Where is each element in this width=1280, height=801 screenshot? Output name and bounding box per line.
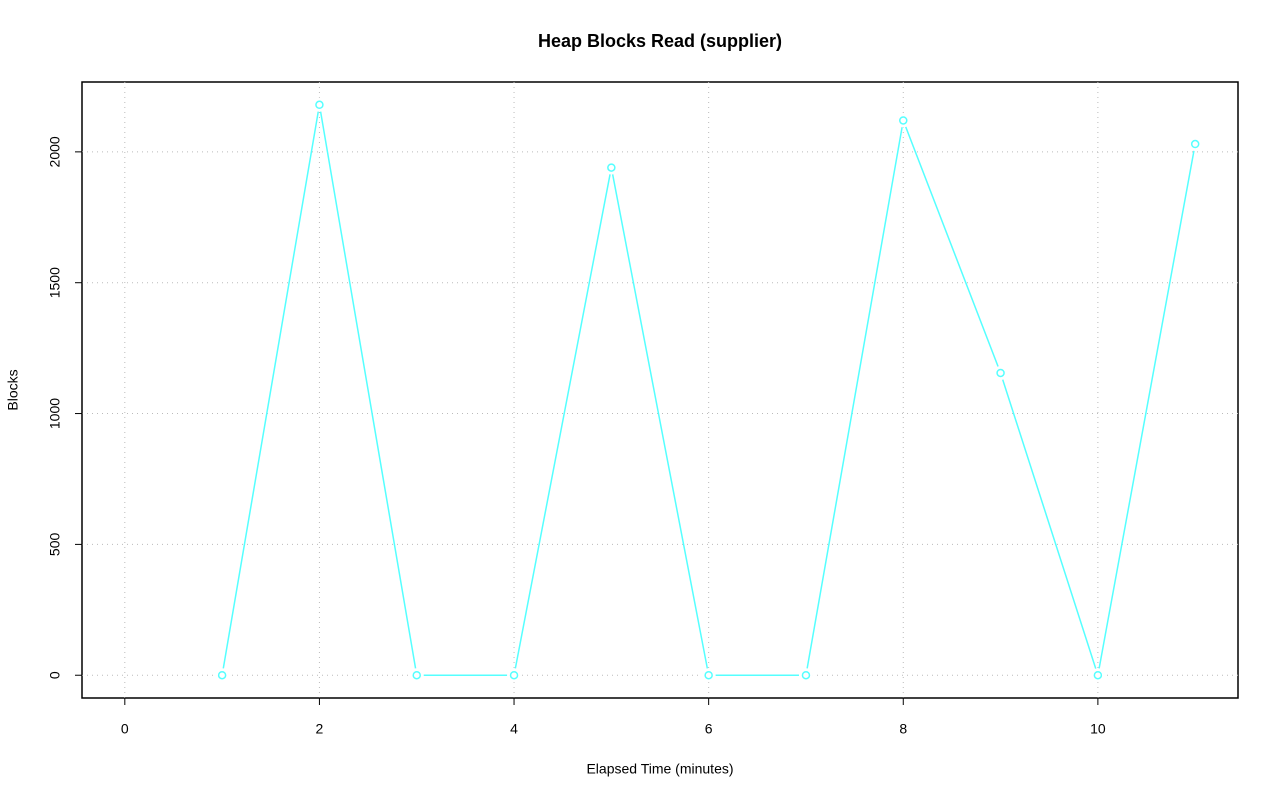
y-tick-label: 2000 — [47, 136, 63, 167]
data-point — [217, 670, 227, 680]
point-gap — [312, 97, 327, 112]
point-gap — [1188, 137, 1203, 152]
y-tick-label: 500 — [47, 532, 63, 556]
plot-frame — [81, 81, 1239, 699]
point-gap — [507, 668, 522, 683]
data-point — [607, 163, 616, 172]
x-tick-label: 4 — [510, 721, 518, 737]
x-tick-label: 6 — [705, 721, 713, 737]
data-point — [1190, 139, 1200, 149]
point-gap — [993, 365, 1008, 380]
data-point — [509, 670, 519, 680]
point-gap — [215, 668, 230, 683]
x-tick-label: 0 — [121, 721, 129, 737]
data-point — [1093, 670, 1103, 680]
y-axis-label: Blocks — [5, 369, 21, 410]
data-point — [801, 670, 811, 680]
point-gap — [798, 668, 813, 683]
x-tick-label: 2 — [316, 721, 324, 737]
data-point — [899, 116, 908, 125]
x-axis-label: Elapsed Time (minutes) — [586, 761, 733, 777]
point-gap — [1090, 668, 1105, 683]
data-point — [315, 100, 324, 110]
data-point — [996, 368, 1005, 378]
y-tick-label: 1000 — [47, 398, 63, 429]
point-gap — [604, 160, 619, 175]
y-tick-label: 0 — [47, 671, 63, 679]
data-point — [412, 670, 421, 680]
x-tick-label: 10 — [1090, 721, 1106, 737]
data-line — [221, 104, 1196, 676]
y-tick-label: 1500 — [47, 267, 63, 298]
data-point — [704, 670, 713, 680]
point-gap — [896, 113, 911, 128]
x-tick-label: 8 — [899, 721, 907, 737]
point-gap — [409, 668, 424, 683]
chart-title: Heap Blocks Read (supplier) — [538, 31, 782, 51]
point-gap — [701, 668, 716, 683]
